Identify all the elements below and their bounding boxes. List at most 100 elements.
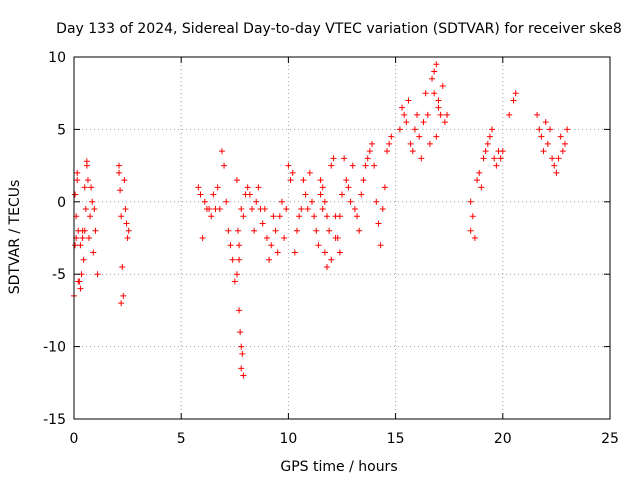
data-point — [429, 75, 436, 82]
data-point — [251, 227, 258, 234]
data-point — [238, 365, 245, 372]
data-point — [235, 227, 242, 234]
data-point — [561, 140, 568, 147]
x-tick-label: 5 — [177, 431, 186, 447]
data-point — [72, 191, 79, 198]
data-point — [343, 177, 350, 184]
data-point — [551, 162, 558, 169]
plot-frame — [73, 56, 611, 420]
x-tick-label: 10 — [279, 431, 297, 447]
data-point — [414, 111, 421, 118]
data-point — [534, 111, 541, 118]
data-point — [266, 256, 273, 263]
data-point — [538, 133, 545, 140]
data-point — [274, 249, 281, 256]
data-point — [319, 184, 326, 191]
data-point — [358, 191, 365, 198]
data-point — [369, 140, 376, 147]
data-point — [227, 242, 234, 249]
data-point — [272, 227, 279, 234]
data-point — [373, 198, 380, 205]
data-point — [197, 191, 204, 198]
data-point — [270, 213, 277, 220]
data-point — [407, 140, 414, 147]
data-point — [296, 213, 303, 220]
data-point — [315, 242, 322, 249]
data-points — [71, 61, 571, 379]
data-point — [493, 162, 500, 169]
axis-ticks — [73, 56, 611, 420]
y-tick-label: 10 — [48, 50, 66, 66]
data-point — [121, 177, 128, 184]
data-point — [90, 249, 97, 256]
data-point — [323, 263, 330, 270]
data-point — [366, 148, 373, 155]
data-point — [237, 329, 244, 336]
data-point — [276, 213, 283, 220]
grid — [74, 57, 610, 419]
data-point — [557, 133, 564, 140]
y-tick-label: 5 — [57, 122, 66, 138]
data-point — [82, 206, 89, 213]
data-point — [471, 235, 478, 241]
data-point — [379, 206, 386, 213]
x-tick-label: 0 — [70, 431, 79, 447]
data-point — [124, 235, 131, 241]
data-point — [122, 206, 129, 213]
data-point — [302, 191, 309, 198]
data-point — [246, 191, 253, 198]
data-point — [469, 213, 476, 220]
data-point — [94, 271, 101, 278]
data-point — [542, 119, 549, 126]
data-point — [298, 206, 305, 213]
data-point — [268, 242, 275, 249]
data-point — [506, 111, 513, 118]
data-point — [306, 169, 313, 176]
data-point — [231, 278, 238, 285]
data-point — [218, 148, 225, 155]
data-point — [484, 140, 491, 147]
data-point — [116, 169, 123, 176]
data-point — [326, 227, 333, 234]
data-point — [304, 206, 311, 213]
data-point — [125, 227, 132, 234]
data-point — [221, 162, 228, 169]
data-point — [553, 169, 560, 176]
data-point — [214, 184, 221, 191]
data-point — [77, 285, 84, 292]
data-point — [426, 140, 433, 147]
y-axis-label: SDTVAR / TECUs — [7, 180, 23, 295]
data-point — [549, 155, 556, 162]
data-point — [497, 155, 504, 162]
data-point — [255, 184, 262, 191]
data-point — [467, 198, 474, 205]
data-point — [238, 206, 245, 213]
data-point — [399, 104, 406, 111]
data-point — [239, 350, 246, 357]
data-point — [118, 213, 125, 220]
data-point — [321, 198, 328, 205]
data-point — [253, 198, 260, 205]
data-point — [79, 235, 86, 241]
data-point — [418, 155, 425, 162]
data-point — [278, 198, 285, 205]
x-tick-label: 25 — [601, 431, 619, 447]
data-point — [411, 126, 418, 133]
data-point — [328, 256, 335, 263]
data-point — [317, 177, 324, 184]
data-point — [240, 213, 247, 220]
y-tick-label: -5 — [52, 267, 66, 283]
data-point — [499, 148, 506, 155]
data-point — [317, 191, 324, 198]
y-tick-label: 0 — [57, 195, 66, 211]
data-point — [244, 184, 251, 191]
data-point — [283, 206, 290, 213]
data-point — [416, 133, 423, 140]
data-point — [405, 97, 412, 104]
data-point — [81, 184, 88, 191]
data-point — [474, 177, 481, 184]
data-point — [435, 104, 442, 111]
data-point — [354, 213, 361, 220]
data-point — [467, 227, 474, 234]
data-point — [347, 198, 354, 205]
